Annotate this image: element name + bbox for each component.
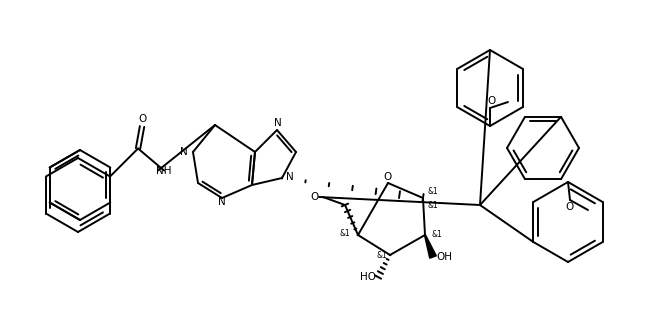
- Text: NH: NH: [156, 166, 172, 175]
- Text: O: O: [487, 96, 495, 106]
- Text: O: O: [384, 172, 392, 182]
- Text: &1: &1: [376, 251, 387, 260]
- Polygon shape: [424, 235, 436, 258]
- Text: O: O: [566, 202, 574, 212]
- Text: N: N: [286, 172, 294, 182]
- Text: OH: OH: [436, 252, 452, 262]
- Text: N: N: [218, 197, 226, 207]
- Text: O: O: [311, 192, 319, 202]
- Text: O: O: [138, 115, 146, 124]
- Text: N: N: [274, 118, 282, 128]
- Text: &1: &1: [339, 228, 350, 238]
- Text: &1: &1: [428, 201, 439, 210]
- Text: &1: &1: [428, 187, 439, 196]
- Text: &1: &1: [431, 230, 442, 239]
- Text: N: N: [181, 147, 188, 157]
- Text: HO: HO: [360, 272, 376, 282]
